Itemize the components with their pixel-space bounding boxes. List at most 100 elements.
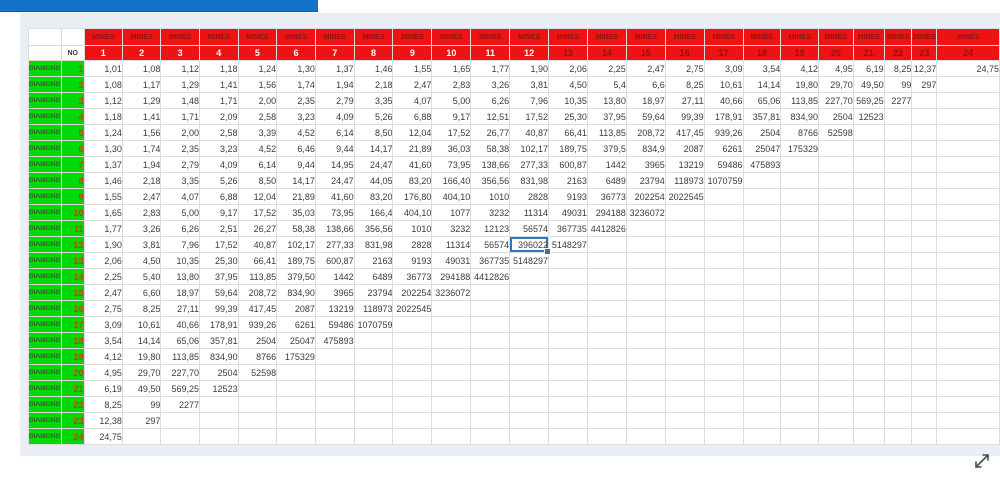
empty-cell[interactable] <box>470 364 511 381</box>
empty-cell[interactable] <box>664 332 705 349</box>
empty-cell[interactable] <box>911 380 938 397</box>
row-number-cell[interactable]: 6 <box>60 140 85 157</box>
multiplier-cell[interactable]: 1,41 <box>198 76 239 93</box>
empty-cell[interactable] <box>431 364 472 381</box>
multiplier-cell[interactable]: 3,81 <box>121 236 162 253</box>
diamond-row-label[interactable]: DIAMOND <box>28 300 62 317</box>
multiplier-cell[interactable]: 2,06 <box>83 252 123 269</box>
diamond-row-label[interactable]: DIAMOND <box>28 332 62 349</box>
empty-cell[interactable] <box>883 252 913 269</box>
multiplier-cell[interactable]: 6,46 <box>276 140 316 157</box>
empty-cell[interactable] <box>936 332 1000 349</box>
empty-cell[interactable] <box>353 364 394 381</box>
empty-cell[interactable] <box>817 204 854 221</box>
multiplier-cell[interactable]: 12,38 <box>83 412 123 429</box>
mines-number-header[interactable]: 12 <box>509 45 550 61</box>
empty-cell[interactable] <box>586 284 627 301</box>
empty-cell[interactable] <box>470 332 511 349</box>
multiplier-cell[interactable]: 2504 <box>198 364 239 381</box>
empty-cell[interactable] <box>509 348 550 365</box>
multiplier-cell[interactable]: 939,26 <box>237 316 278 333</box>
empty-cell[interactable] <box>936 236 1000 253</box>
multiplier-cell[interactable]: 5,26 <box>198 172 239 189</box>
multiplier-cell[interactable]: 113,85 <box>237 268 278 285</box>
empty-cell[interactable] <box>625 396 666 413</box>
empty-cell[interactable] <box>548 380 588 397</box>
row-number-cell[interactable]: 3 <box>60 92 85 109</box>
row-number-cell[interactable]: 5 <box>60 124 85 141</box>
empty-cell[interactable] <box>470 284 511 301</box>
multiplier-cell[interactable]: 12523 <box>198 380 239 397</box>
multiplier-cell[interactable]: 14,95 <box>314 156 355 173</box>
empty-cell[interactable] <box>664 236 705 253</box>
mines-number-header[interactable]: 22 <box>883 45 913 61</box>
mines-column-header[interactable]: MINES <box>780 28 819 46</box>
multiplier-cell[interactable]: 1,90 <box>83 236 123 253</box>
empty-cell[interactable] <box>703 204 744 221</box>
multiplier-cell[interactable]: 12123 <box>470 220 511 237</box>
empty-cell[interactable] <box>431 300 472 317</box>
multiplier-cell[interactable]: 2,58 <box>198 124 239 141</box>
empty-cell[interactable] <box>431 412 472 429</box>
multiplier-cell[interactable]: 2,51 <box>198 220 239 237</box>
mines-number-header[interactable]: 19 <box>780 45 819 61</box>
multiplier-cell[interactable]: 59486 <box>314 316 355 333</box>
multiplier-cell[interactable]: 3,09 <box>83 316 123 333</box>
multiplier-cell[interactable]: 2504 <box>742 124 782 141</box>
diamond-row-label[interactable]: DIAMOND <box>28 108 62 125</box>
multiplier-cell[interactable]: 10,61 <box>703 76 744 93</box>
empty-cell[interactable] <box>911 172 938 189</box>
empty-cell[interactable] <box>548 284 588 301</box>
empty-cell[interactable] <box>470 396 511 413</box>
multiplier-cell[interactable]: 4412826 <box>470 268 511 285</box>
multiplier-cell[interactable]: 8,25 <box>664 76 705 93</box>
empty-cell[interactable] <box>780 396 819 413</box>
empty-cell[interactable] <box>780 284 819 301</box>
empty-cell[interactable] <box>703 236 744 253</box>
diamond-row-label[interactable]: DIAMOND <box>28 364 62 381</box>
mines-column-header[interactable]: MINES <box>742 28 782 46</box>
multiplier-cell[interactable]: 3,23 <box>198 140 239 157</box>
empty-cell[interactable] <box>703 380 744 397</box>
empty-cell[interactable] <box>703 364 744 381</box>
multiplier-cell[interactable]: 17,52 <box>198 236 239 253</box>
empty-cell[interactable] <box>936 348 1000 365</box>
multiplier-cell[interactable]: 227,70 <box>817 92 854 109</box>
empty-cell[interactable] <box>817 188 854 205</box>
mines-column-header[interactable]: MINES <box>936 28 1000 46</box>
multiplier-cell[interactable]: 166,4 <box>353 204 394 221</box>
empty-cell[interactable] <box>883 284 913 301</box>
multiplier-cell[interactable]: 49,50 <box>121 380 162 397</box>
multiplier-cell[interactable]: 3965 <box>625 156 666 173</box>
multiplier-cell[interactable]: 1,01 <box>83 60 123 77</box>
empty-cell[interactable] <box>586 412 627 429</box>
selected-cell[interactable]: 396022 <box>509 236 552 256</box>
empty-cell[interactable] <box>237 396 278 413</box>
empty-cell[interactable] <box>703 252 744 269</box>
row-number-cell[interactable]: 14 <box>60 268 85 285</box>
empty-cell[interactable] <box>852 348 885 365</box>
multiplier-cell[interactable]: 297 <box>121 412 162 429</box>
empty-cell[interactable] <box>314 412 355 429</box>
empty-cell[interactable] <box>392 412 433 429</box>
empty-cell[interactable] <box>883 364 913 381</box>
empty-cell[interactable] <box>625 412 666 429</box>
empty-cell[interactable] <box>625 252 666 269</box>
multiplier-cell[interactable]: 35,03 <box>276 204 316 221</box>
empty-cell[interactable] <box>817 140 854 157</box>
multiplier-cell[interactable]: 2,09 <box>198 108 239 125</box>
diamond-row-label[interactable]: DIAMOND <box>28 124 62 141</box>
multiplier-cell[interactable]: 10,35 <box>160 252 200 269</box>
empty-cell[interactable] <box>742 300 782 317</box>
empty-cell[interactable] <box>852 156 885 173</box>
empty-cell[interactable] <box>742 284 782 301</box>
multiplier-cell[interactable]: 189,75 <box>276 252 316 269</box>
empty-cell[interactable] <box>703 348 744 365</box>
empty-cell[interactable] <box>625 284 666 301</box>
empty-cell[interactable] <box>936 380 1000 397</box>
empty-cell[interactable] <box>703 188 744 205</box>
empty-cell[interactable] <box>911 332 938 349</box>
empty-cell[interactable] <box>780 236 819 253</box>
row-number-cell[interactable]: 13 <box>60 252 85 269</box>
mines-column-header[interactable]: MINES <box>548 28 588 46</box>
